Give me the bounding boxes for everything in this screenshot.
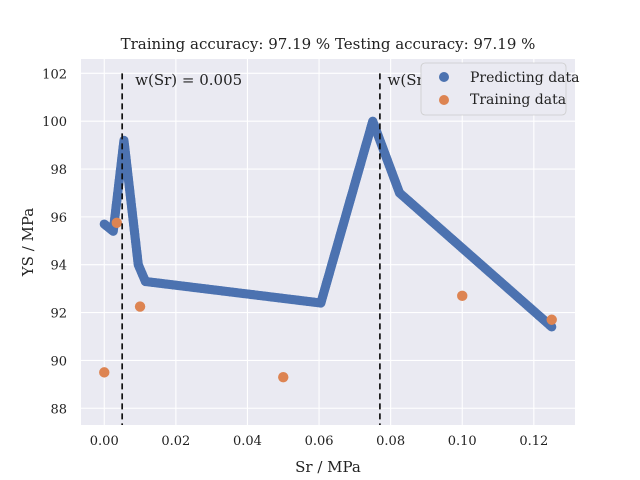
axis-ticks: 0.00 0.02 0.04 0.06 0.08 0.10 0.12 88 90 92 94 96 98… xyxy=(42,67,548,449)
training-data-point xyxy=(278,371,289,383)
legend-label-training: Training data xyxy=(470,92,566,108)
x-tick-label: 0.06 xyxy=(305,434,334,449)
training-data-point xyxy=(134,301,146,312)
y-tick-label: 90 xyxy=(50,354,67,369)
legend-label-predicting: Predicting data xyxy=(470,70,580,86)
y-tick-label: 98 xyxy=(50,163,67,178)
x-tick-label: 0.00 xyxy=(90,434,119,449)
y-tick-label: 100 xyxy=(42,115,67,130)
plot-area xyxy=(81,59,575,425)
y-tick-label: 94 xyxy=(50,259,67,274)
y-tick-label: 88 xyxy=(50,402,67,417)
x-tick-label: 0.04 xyxy=(233,434,262,449)
x-tick-label: 0.12 xyxy=(519,434,548,449)
x-tick-label: 0.08 xyxy=(376,434,405,449)
data-marks xyxy=(99,116,557,383)
training-data-point xyxy=(546,314,557,325)
legend-marker-training xyxy=(439,95,449,105)
x-tick-label: 0.02 xyxy=(161,434,190,449)
x-axis-label: Sr / MPa xyxy=(295,458,361,476)
predicting-data-point xyxy=(547,322,557,332)
y-tick-label: 92 xyxy=(50,307,67,322)
legend: Predicting data Training data xyxy=(420,62,580,116)
y-axis-label: YS / MPa xyxy=(19,208,37,278)
legend-box xyxy=(420,62,567,116)
legend-marker-predicting xyxy=(439,72,449,82)
threshold-lines xyxy=(121,73,381,425)
training-data-point xyxy=(457,290,468,302)
threshold-annotation: w(Sr) = 0.005 xyxy=(135,71,242,89)
chart-title: Training accuracy: 97.19 % Testing accur… xyxy=(121,35,536,53)
training-data-point xyxy=(99,367,110,378)
y-tick-label: 102 xyxy=(42,67,67,82)
training-data-point xyxy=(111,217,122,229)
y-tick-label: 96 xyxy=(50,211,67,226)
x-tick-label: 0.10 xyxy=(448,434,477,449)
